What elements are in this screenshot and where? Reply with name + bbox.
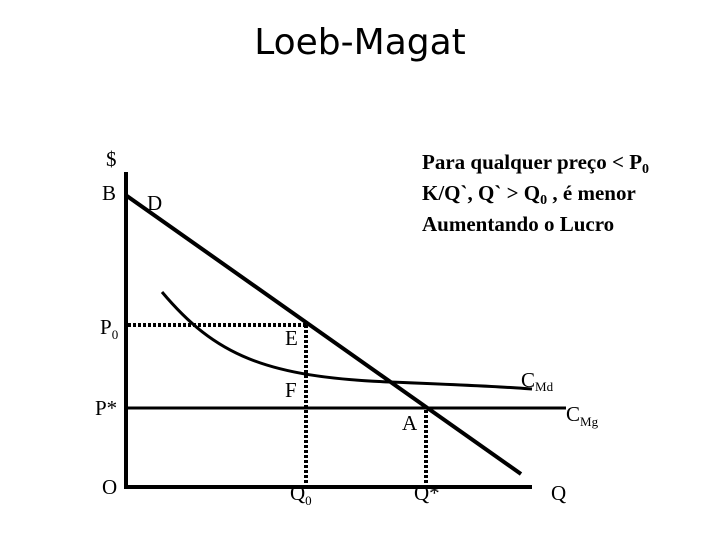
note-line-3: Aumentando o Lucro — [422, 212, 615, 236]
label-origin: O — [102, 475, 117, 499]
y-axis-label: $ — [106, 147, 117, 171]
note-line-1: Para qualquer preço < P0 — [422, 150, 650, 177]
label-p0: P0 — [100, 315, 118, 342]
label-b: B — [102, 181, 116, 205]
label-qstar: Q* — [414, 481, 440, 505]
demand-line — [125, 194, 523, 476]
label-q0: Q0 — [290, 481, 312, 508]
note-line-2: K/Q`, Q` > Q0 , é menor — [422, 181, 636, 208]
label-f: F — [285, 378, 297, 402]
label-e: E — [285, 326, 298, 350]
average-cost-curve — [160, 291, 533, 391]
label-cmd: CMd — [521, 368, 554, 394]
label-q: Q — [551, 481, 566, 505]
label-pstar: P* — [95, 396, 117, 420]
label-cmg: CMg — [566, 402, 599, 429]
annotation-text: Para qualquer preço < P0 K/Q`, Q` > Q0 ,… — [422, 147, 649, 240]
label-a: A — [402, 411, 418, 435]
label-d: D — [147, 191, 162, 215]
slide-title: Loeb-Magat — [254, 22, 466, 63]
